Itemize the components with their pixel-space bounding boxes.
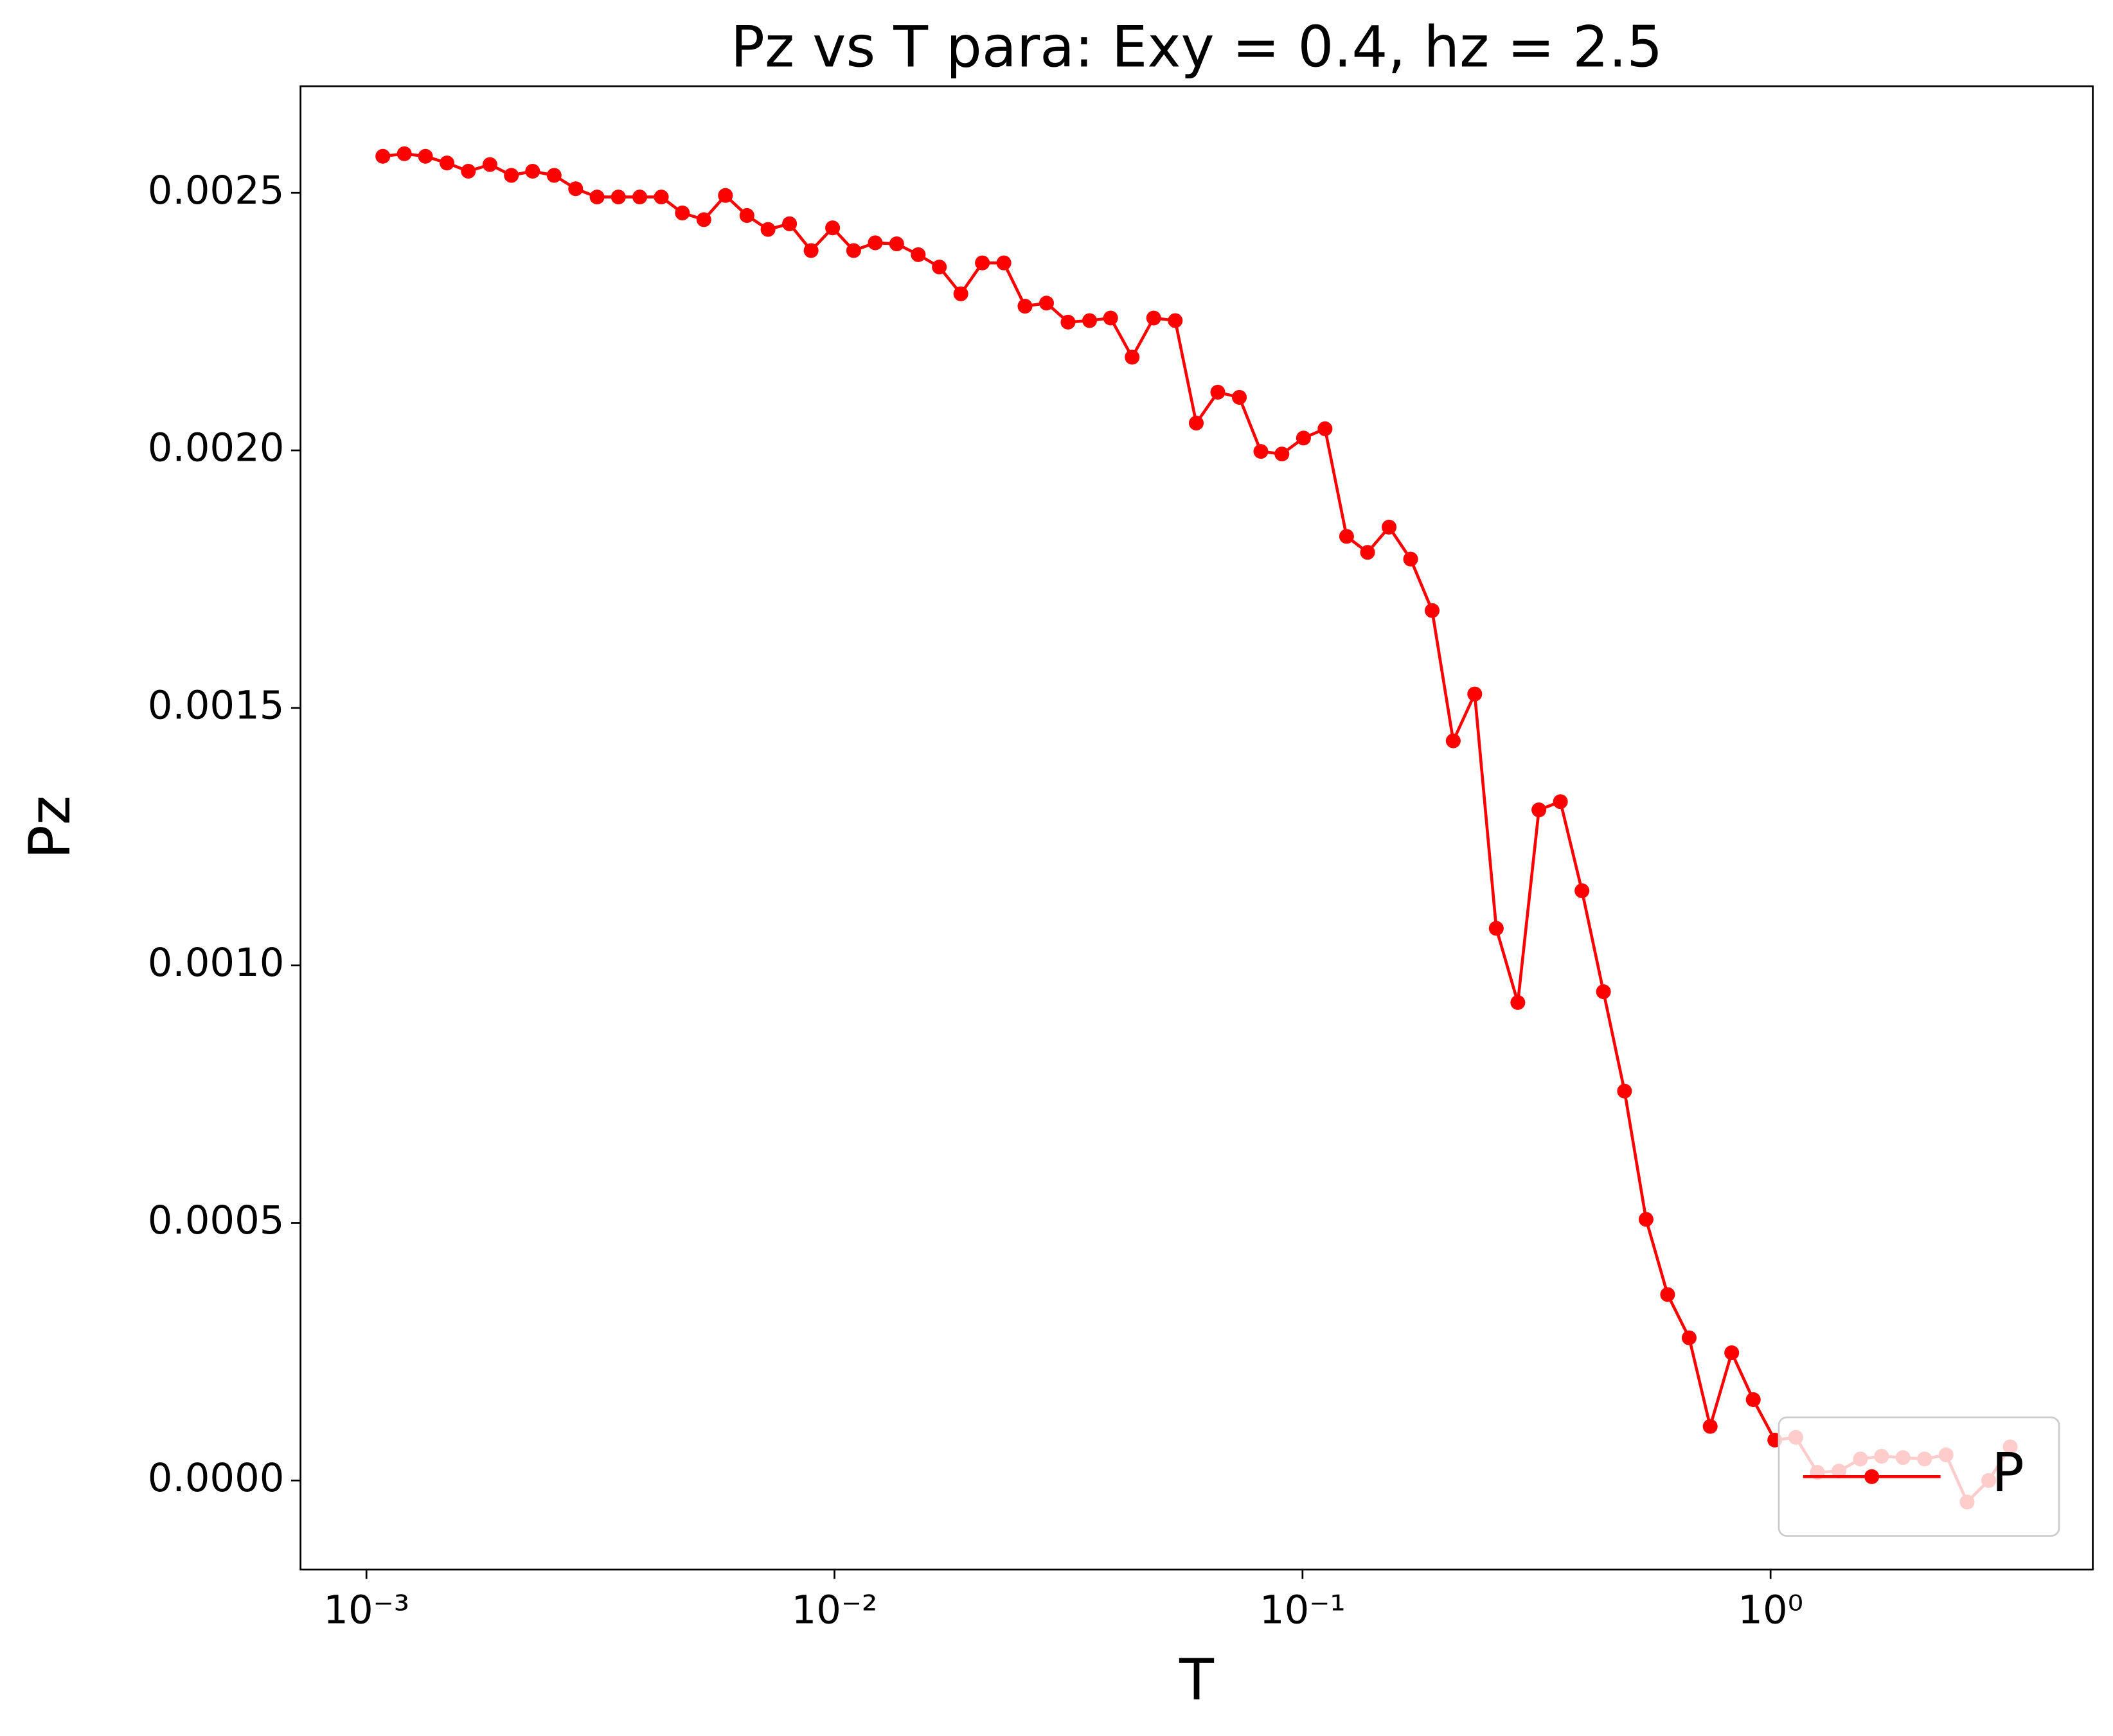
data-point [760, 222, 776, 237]
series-line [382, 152, 2012, 1505]
data-point [889, 236, 904, 252]
data-point [1403, 551, 1418, 567]
data-point [1360, 545, 1375, 560]
data-point [718, 188, 733, 203]
data-point [1168, 313, 1183, 328]
data-point [1382, 519, 1397, 535]
data-point [1660, 1287, 1675, 1302]
y-tick-label: 0.0025 [148, 168, 285, 213]
data-point [1210, 384, 1226, 400]
data-point [782, 216, 798, 231]
data-point [1424, 603, 1440, 618]
data-point [846, 243, 861, 258]
data-point [1296, 430, 1311, 446]
data-point [996, 255, 1012, 270]
data-point [632, 190, 648, 205]
data-point [1596, 984, 1611, 1000]
data-point [1553, 794, 1568, 810]
x-tick-label: 10⁻¹ [1260, 1588, 1346, 1633]
data-point [1339, 529, 1354, 544]
data-point [418, 148, 433, 164]
data-point [1531, 802, 1547, 818]
y-axis-label: Pz [17, 795, 83, 859]
x-tick-label: 10⁻³ [323, 1588, 409, 1633]
y-tick-label: 0.0000 [148, 1456, 285, 1501]
data-point [1082, 313, 1098, 328]
data-point [1060, 314, 1076, 330]
legend-label: P [1992, 1441, 2024, 1504]
data-point [589, 190, 605, 205]
y-tick-label: 0.0020 [148, 426, 285, 471]
data-point [953, 286, 968, 301]
data-point [1745, 1392, 1761, 1407]
x-tick-label: 10⁰ [1738, 1588, 1803, 1633]
y-tick-label: 0.0005 [148, 1198, 285, 1243]
data-point [1574, 883, 1590, 898]
data-point [482, 157, 497, 172]
data-point [654, 190, 669, 205]
data-point [1488, 921, 1504, 936]
data-point [911, 247, 926, 262]
data-point [397, 146, 412, 161]
data-point [546, 168, 562, 183]
data-point [932, 260, 947, 275]
data-point [1103, 310, 1118, 326]
data-point [803, 243, 819, 258]
data-point [1702, 1419, 1718, 1434]
data-point [1467, 686, 1483, 702]
data-point [1146, 310, 1161, 326]
data-point [525, 163, 540, 179]
data-point [1724, 1345, 1740, 1361]
data-point [825, 220, 841, 236]
data-point [461, 163, 476, 179]
data-point [1039, 296, 1054, 311]
legend-marker [1864, 1469, 1880, 1484]
chart-title: Pz vs T para: Exy = 0.4, hz = 2.5 [731, 14, 1663, 80]
legend: P [1778, 1416, 2060, 1537]
data-point [868, 235, 883, 251]
data-point [611, 190, 626, 205]
data-point [1125, 350, 1140, 365]
data-point [1231, 389, 1247, 405]
data-point [1274, 447, 1290, 462]
data-point [1510, 995, 1526, 1010]
y-tick-label: 0.0010 [148, 941, 285, 986]
data-point [504, 168, 519, 183]
data-point [696, 212, 711, 227]
data-point [1188, 415, 1204, 431]
data-point [439, 155, 455, 171]
data-point [1681, 1330, 1697, 1345]
x-tick-label: 10⁻² [792, 1588, 878, 1633]
data-point [1617, 1083, 1632, 1099]
data-point [568, 181, 584, 197]
data-point [375, 148, 391, 164]
data-point [1445, 733, 1461, 748]
y-tick-label: 0.0015 [148, 683, 285, 728]
plot-area [299, 85, 2094, 1571]
x-axis-label: T [1179, 1647, 1215, 1713]
data-point [675, 205, 690, 220]
data-point [1317, 421, 1333, 436]
data-point [1638, 1212, 1654, 1227]
data-point [975, 255, 990, 270]
data-point [1017, 299, 1033, 314]
data-point [739, 208, 754, 223]
data-point [1253, 444, 1269, 459]
